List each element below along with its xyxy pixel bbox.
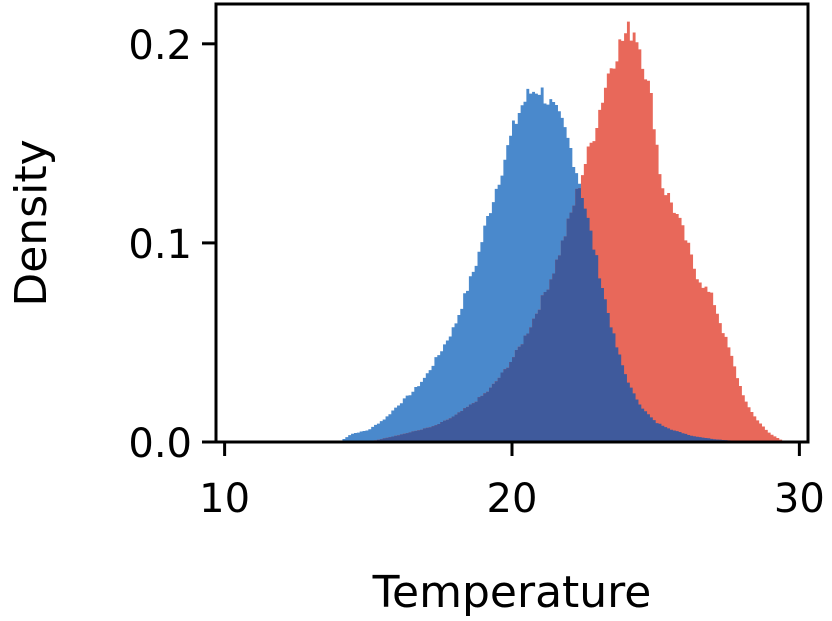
histogram-series-1 (339, 87, 754, 442)
y-tick-label: 0.1 (128, 222, 192, 268)
x-tick-label: 30 (774, 476, 825, 522)
y-tick-label: 0.0 (128, 421, 192, 467)
labels: 10 20 30 0.0 0.1 0.2 Temperature Density (6, 23, 825, 618)
y-tick-label: 0.2 (128, 23, 192, 69)
y-axis-label: Density (6, 139, 57, 306)
plot-area (339, 21, 786, 443)
x-tick-label: 20 (487, 476, 538, 522)
x-axis-label: Temperature (372, 567, 652, 618)
x-tick-label: 10 (199, 476, 250, 522)
axes (202, 2, 810, 456)
